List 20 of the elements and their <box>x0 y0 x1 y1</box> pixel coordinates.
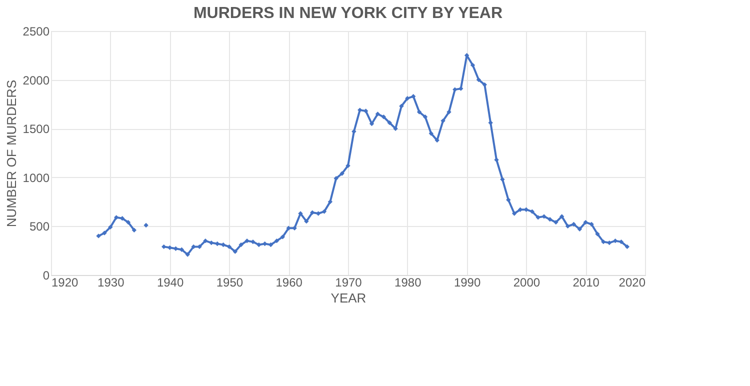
x-tick-label: 1990 <box>454 276 481 290</box>
y-tick-label: 500 <box>29 220 50 234</box>
x-tick-label: 1960 <box>276 276 303 290</box>
x-tick-label: 1970 <box>335 276 362 290</box>
y-axis-title: NUMBER OF MURDERS <box>4 80 19 228</box>
y-tick-label: 1500 <box>22 122 50 136</box>
x-tick-label: 1930 <box>98 276 125 290</box>
x-tick-label: 1920 <box>52 276 79 290</box>
x-tick-label: 2020 <box>618 276 646 290</box>
x-tick-label: 2010 <box>572 276 600 290</box>
x-tick-label: 1940 <box>156 276 184 290</box>
x-tick-label: 1950 <box>216 276 244 290</box>
y-tick-label: 2000 <box>22 73 50 88</box>
x-tick-label: 2000 <box>513 276 540 290</box>
x-tick-label: 1980 <box>394 276 422 290</box>
y-tick-label: 1000 <box>22 170 50 185</box>
x-axis-title: YEAR <box>330 290 366 306</box>
y-tick-label: 0 <box>42 268 50 282</box>
y-tick-label: 2500 <box>22 24 50 38</box>
chart-title: MURDERS IN NEW YORK CITY BY YEAR <box>193 5 503 22</box>
